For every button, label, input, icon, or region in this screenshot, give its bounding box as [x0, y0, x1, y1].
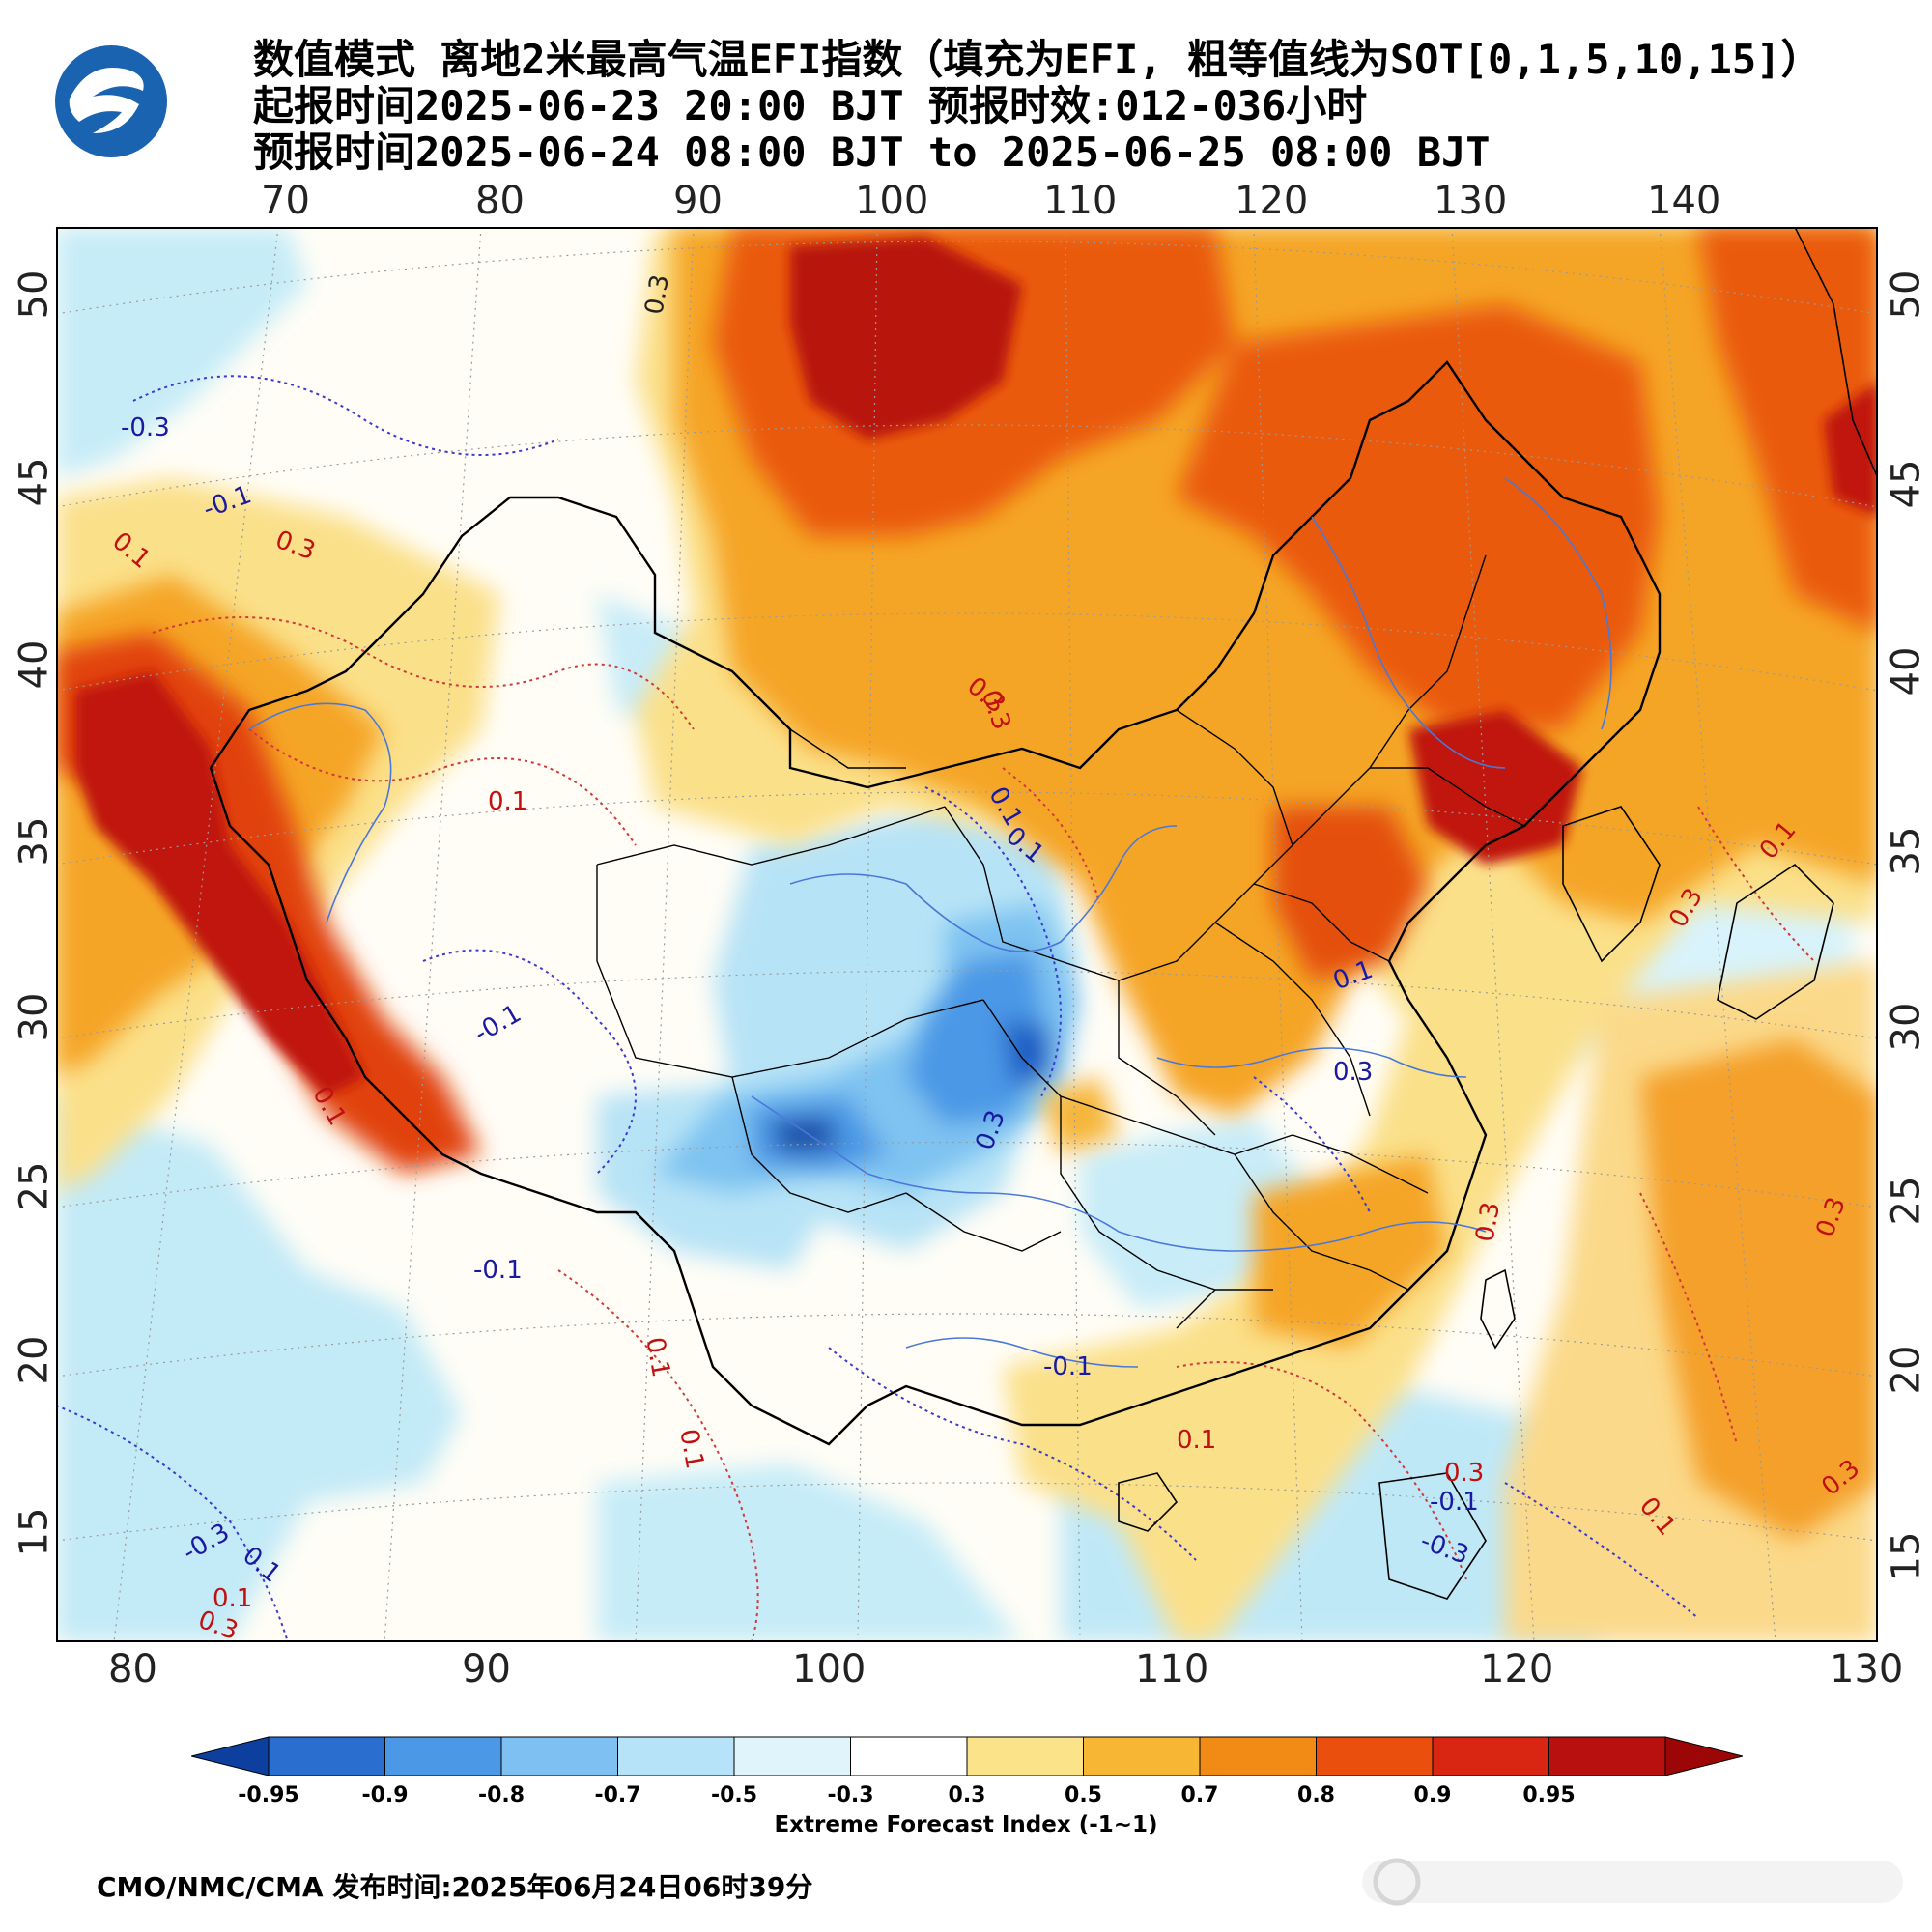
top-lon-label: 90 — [673, 179, 723, 223]
bottom-lon-label: 120 — [1480, 1647, 1554, 1691]
colorbar-tick-label: -0.7 — [594, 1783, 641, 1807]
colorbar — [191, 1736, 1743, 1776]
colorbar-swatch — [384, 1736, 502, 1776]
right-lat-label: 30 — [1884, 1002, 1929, 1052]
contour-label: 0.1 — [488, 787, 528, 816]
watermark-logo-icon — [1362, 1858, 1903, 1906]
bottom-lon-label: 80 — [108, 1647, 157, 1691]
colorbar-tick-label: 0.3 — [948, 1783, 986, 1807]
contour-label: -0.1 — [473, 1256, 523, 1285]
top-lon-label: 70 — [261, 179, 310, 223]
colorbar-tick-label: 0.9 — [1413, 1783, 1452, 1807]
top-lon-label: 100 — [855, 179, 929, 223]
efi-map — [56, 227, 1878, 1642]
contour-label: 0.3 — [1333, 1058, 1374, 1087]
colorbar-swatch — [1548, 1736, 1666, 1776]
graticule — [56, 227, 1878, 1642]
rivers — [248, 477, 1612, 1368]
colorbar-tick-label: -0.95 — [238, 1783, 299, 1807]
left-lat-label: 25 — [12, 1161, 57, 1211]
contour-label: -0.3 — [121, 413, 170, 442]
contour-label: 0.3 — [1444, 1459, 1485, 1488]
colorbar-swatch — [1432, 1736, 1549, 1776]
top-lon-label: 120 — [1235, 179, 1309, 223]
right-lat-label: 45 — [1884, 459, 1929, 509]
colorbar-swatch — [268, 1736, 385, 1776]
title-line-2: 起报时间2025-06-23 20:00 BJT 预报时效:012-036小时 — [253, 82, 1368, 129]
top-lon-label: 140 — [1647, 179, 1721, 223]
contour-label: -0.1 — [1043, 1352, 1093, 1381]
left-lat-label: 20 — [12, 1335, 57, 1385]
right-lat-label: 40 — [1884, 646, 1929, 696]
bottom-lon-label: 90 — [462, 1647, 511, 1691]
left-lat-label: 35 — [12, 816, 57, 867]
top-lon-label: 110 — [1043, 179, 1118, 223]
left-lat-label: 45 — [12, 457, 57, 507]
colorbar-swatch — [1083, 1736, 1201, 1776]
left-lat-label: 30 — [12, 992, 57, 1042]
right-lat-label: 35 — [1884, 826, 1929, 876]
top-lon-label: 80 — [475, 179, 525, 223]
right-lat-label: 15 — [1884, 1531, 1929, 1581]
colorbar-max-arrow — [1664, 1736, 1743, 1776]
bottom-lon-label: 100 — [792, 1647, 867, 1691]
bottom-lon-label: 130 — [1830, 1647, 1904, 1691]
colorbar-swatch — [617, 1736, 735, 1776]
colorbar-title: Extreme Forecast Index (-1~1) — [774, 1812, 1158, 1837]
colorbar-swatch — [850, 1736, 968, 1776]
top-lon-label: 130 — [1434, 179, 1508, 223]
colorbar-tick-label: 0.95 — [1522, 1783, 1576, 1807]
colorbar-tick-label: -0.8 — [477, 1783, 526, 1807]
footer-issue-info: CMO/NMC/CMA 发布时间:2025年06月24日06时39分 — [97, 1871, 813, 1903]
colorbar-tick-label: 0.5 — [1065, 1783, 1102, 1807]
left-lat-label: 15 — [12, 1507, 57, 1557]
title-line-3: 预报时间2025-06-24 08:00 BJT to 2025-06-25 0… — [253, 128, 1491, 176]
cma-logo-icon — [55, 45, 167, 157]
title-line-1: 数值模式 离地2米最高气温EFI指数（填充为EFI, 粗等值线为SOT[0,1,… — [253, 36, 1822, 83]
contour-label: 0.1 — [213, 1584, 253, 1613]
colorbar-tick-label: -0.3 — [827, 1783, 874, 1807]
bottom-lon-label: 110 — [1135, 1647, 1209, 1691]
right-lat-label: 20 — [1884, 1345, 1929, 1395]
colorbar-tick-label: -0.9 — [361, 1783, 409, 1807]
province-borders — [596, 554, 1525, 1329]
colorbar-swatch — [1316, 1736, 1434, 1776]
map-frame — [56, 227, 1878, 1642]
colorbar-tick-label: 0.8 — [1297, 1783, 1335, 1807]
left-lat-label: 50 — [12, 270, 57, 320]
colorbar-swatch — [1199, 1736, 1317, 1776]
efi-deep-red-fill — [75, 237, 1878, 1096]
colorbar-swatch — [966, 1736, 1084, 1776]
left-lat-label: 40 — [12, 639, 57, 690]
efi-blue-fill — [655, 903, 1080, 1193]
colorbar-swatch — [733, 1736, 851, 1776]
right-lat-label: 25 — [1884, 1176, 1929, 1226]
colorbar-min-arrow — [191, 1736, 270, 1776]
country-border — [209, 360, 1662, 1446]
contour-label: -0.1 — [1430, 1488, 1479, 1517]
contour-label: 0.1 — [1177, 1426, 1217, 1455]
right-lat-label: 50 — [1884, 270, 1929, 320]
colorbar-tick-label: 0.7 — [1180, 1783, 1219, 1807]
colorbar-tick-label: -0.5 — [710, 1783, 758, 1807]
coastlines — [1118, 227, 1878, 1600]
sot-contours — [56, 375, 1815, 1642]
colorbar-swatch — [500, 1736, 618, 1776]
